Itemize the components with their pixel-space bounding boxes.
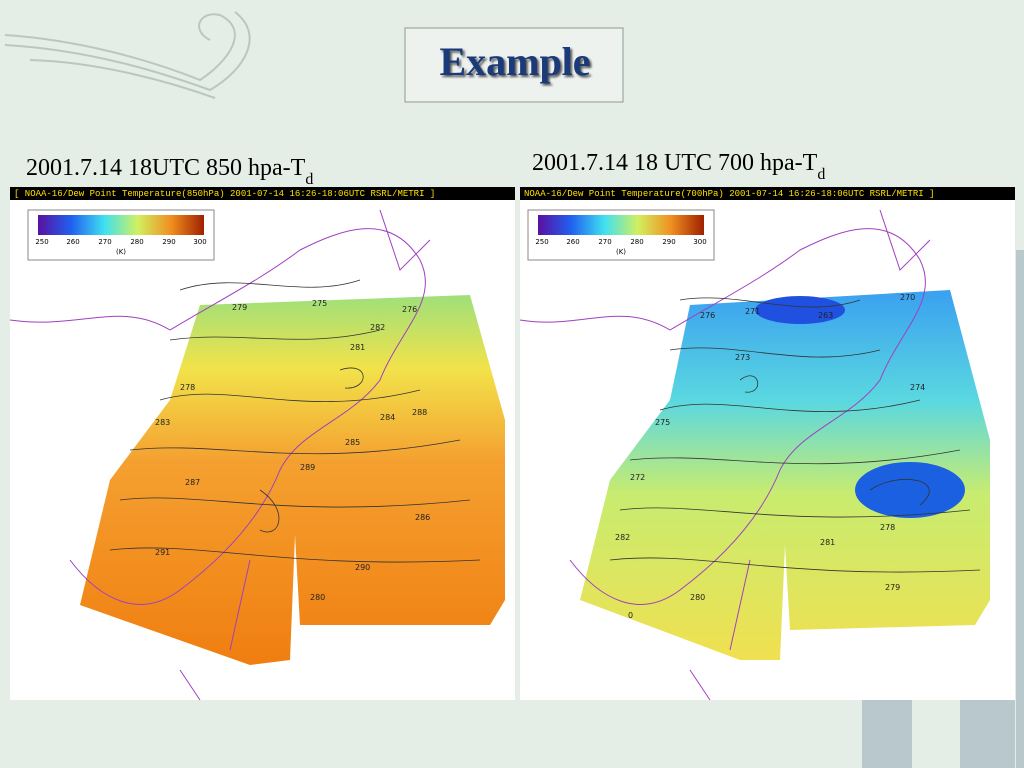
map-header: [ NOAA-16/Dew Point Temperature(850hPa) … [14, 189, 435, 199]
contour-label: 272 [630, 473, 645, 482]
contour-label: 278 [180, 383, 195, 392]
caption: 2001.7.14 18 UTC 700 hpa-Td [532, 150, 825, 183]
contour-label: 288 [412, 408, 427, 417]
contour-label: 285 [345, 438, 360, 447]
contour-label: 276 [700, 311, 715, 320]
swirl-decoration [4, 11, 251, 99]
colorbar [38, 215, 204, 235]
caption-text: 2001.7.14 18 UTC 700 hpa-T [532, 150, 818, 176]
contour-label: 281 [350, 343, 365, 352]
map-header: NOAA-16/Dew Point Temperature(700hPa) 20… [524, 189, 934, 199]
caption-text: 2001.7.14 18UTC 850 hpa-T [26, 155, 306, 181]
header-bar [520, 187, 1015, 200]
contour-label: 279 [232, 303, 247, 312]
contour-label: 291 [155, 548, 170, 557]
contour-label: 280 [690, 593, 705, 602]
contour-label: 279 [885, 583, 900, 592]
caption-subscript: d [305, 171, 313, 188]
contour-label: 275 [655, 418, 670, 427]
data-field [755, 296, 845, 324]
colorbar-tick: 290 [162, 238, 175, 246]
data-field [580, 290, 990, 660]
colorbar-tick: 260 [66, 238, 79, 246]
colorbar-tick: 250 [35, 238, 48, 246]
data-field [80, 295, 505, 665]
title-box [404, 27, 624, 103]
caption-subscript: d [817, 166, 825, 183]
corner-decoration [862, 250, 1024, 768]
data-field [855, 462, 965, 518]
colorbar-tick: 250 [535, 238, 548, 246]
contour-label: 271 [745, 307, 760, 316]
contour-label: 290 [355, 563, 370, 572]
colorbar-tick: 260 [566, 238, 579, 246]
colorbar-tick: 280 [130, 238, 143, 246]
contour-label: 274 [910, 383, 925, 392]
contour-label: 270 [900, 293, 915, 302]
title: Example [439, 39, 590, 84]
map-panel: NOAA-16/Dew Point Temperature(700hPa) 20… [519, 187, 1015, 701]
header-bar [10, 187, 515, 200]
colorbar-tick: 300 [193, 238, 206, 246]
colorbar-tick: 280 [630, 238, 643, 246]
contour-label: 0 [628, 611, 633, 620]
contour-label: 280 [310, 593, 325, 602]
contour-label: 273 [735, 353, 750, 362]
contour-label: 263 [818, 311, 833, 320]
contour-label: 276 [402, 305, 417, 314]
colorbar [538, 215, 704, 235]
colorbar-tick: 270 [598, 238, 611, 246]
contour-label: 275 [312, 299, 327, 308]
contour-label: 278 [880, 523, 895, 532]
contour-label: 282 [370, 323, 385, 332]
contour-label: 281 [820, 538, 835, 547]
contour-label: 284 [380, 413, 395, 422]
colorbar-tick: 290 [662, 238, 675, 246]
colorbar-tick: 300 [693, 238, 706, 246]
contour-label: 287 [185, 478, 200, 487]
caption: 2001.7.14 18UTC 850 hpa-Td [26, 155, 313, 188]
colorbar-tick: 270 [98, 238, 111, 246]
contour-label: 286 [415, 513, 430, 522]
colorbar-unit: (K) [116, 248, 126, 256]
contour-label: 289 [300, 463, 315, 472]
contour-label: 282 [615, 533, 630, 542]
map-panel: [ NOAA-16/Dew Point Temperature(850hPa) … [9, 187, 515, 701]
contour-label: 283 [155, 418, 170, 427]
colorbar-unit: (K) [616, 248, 626, 256]
